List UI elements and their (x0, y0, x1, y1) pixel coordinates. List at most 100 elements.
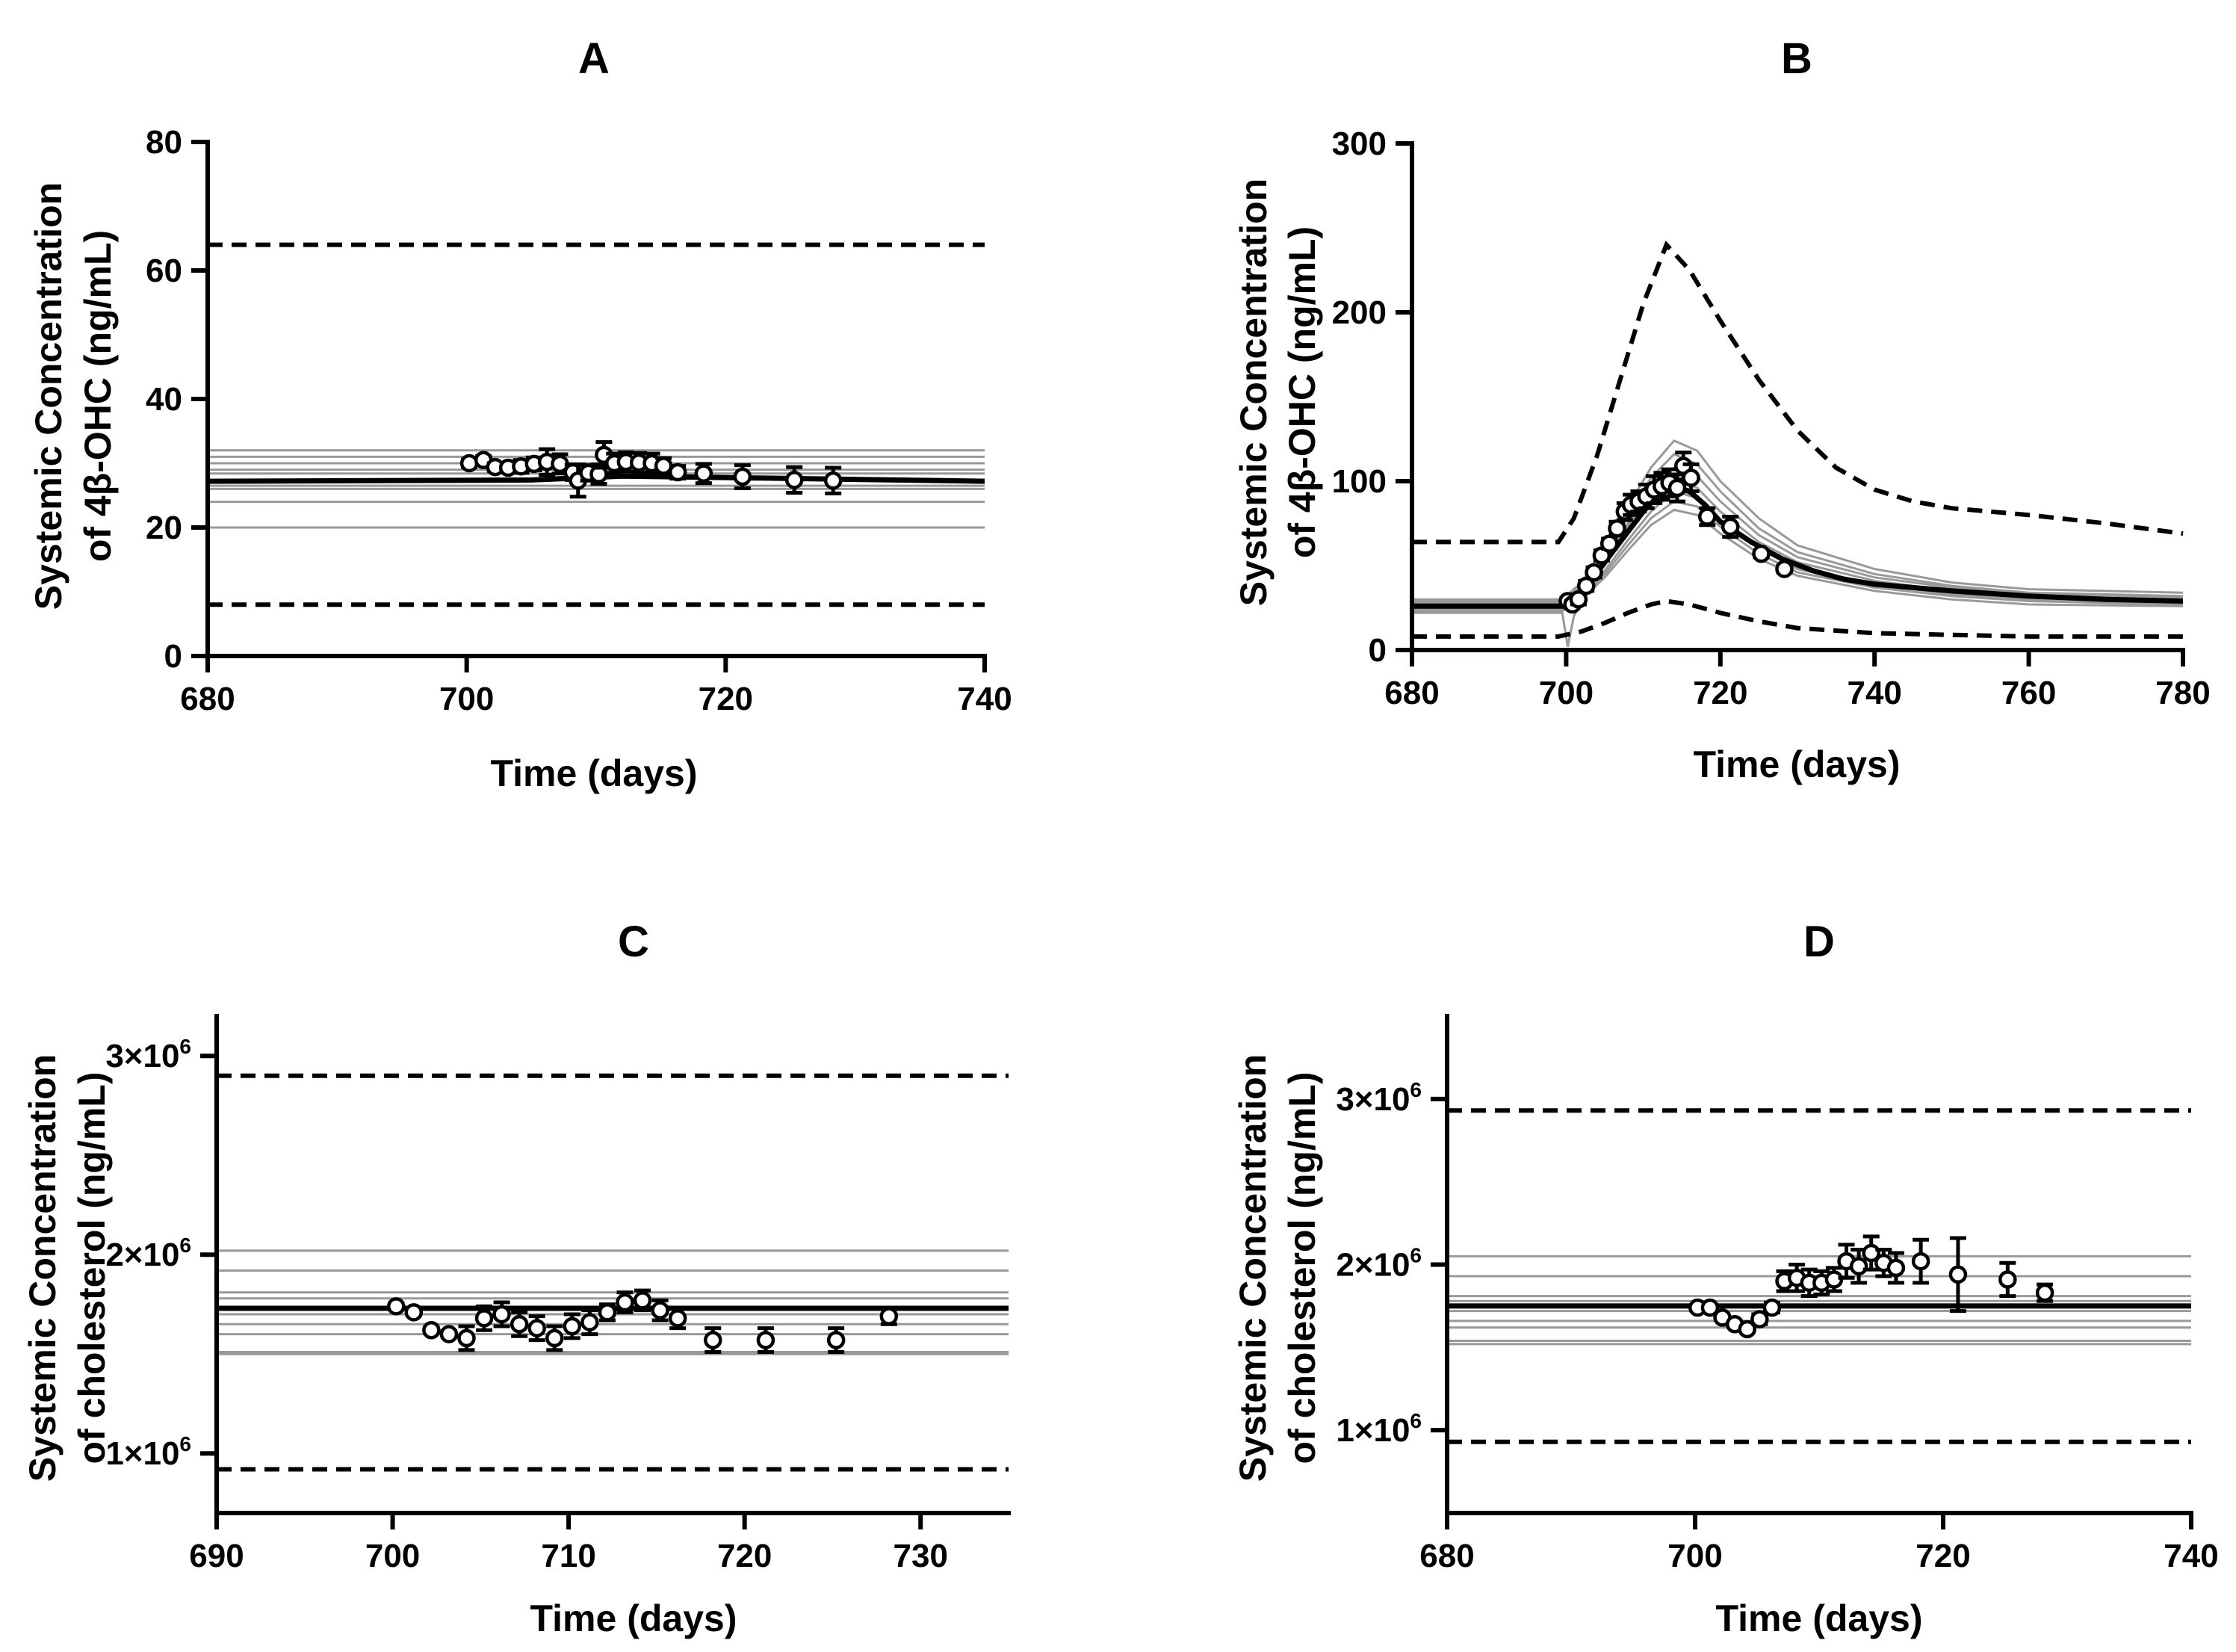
observed-point (668, 463, 687, 482)
y-tick-label: 300 (1332, 126, 1387, 162)
data-marker (1762, 1298, 1782, 1317)
observed-point (545, 1324, 564, 1352)
data-marker (474, 1309, 494, 1328)
data-marker (1752, 544, 1771, 563)
axes: 680 700 720 740 760 780 0 100 200 300 (1332, 126, 2211, 711)
data-marker (1775, 560, 1794, 578)
observed-point (1682, 462, 1700, 494)
observed-point (668, 1306, 687, 1331)
tick-exponent: 6 (1410, 1409, 1422, 1432)
x-tick-label: 700 (1539, 675, 1594, 711)
observed-point (733, 463, 752, 491)
x-tick-label: 720 (717, 1538, 772, 1574)
data-marker (756, 1331, 775, 1349)
observed-point (1599, 534, 1619, 553)
data-marker (704, 1331, 722, 1349)
x-tick-label: 680 (1419, 1538, 1474, 1574)
tick-exponent: 6 (179, 1035, 191, 1058)
observed-point (1762, 1298, 1782, 1317)
y-tick-label: 2×106 (1336, 1244, 1422, 1284)
y-axis-title-line-2: of cholesterol (ng/mL) (1281, 1072, 1323, 1464)
tick-base: 3×10 (105, 1038, 179, 1074)
observed-point (1569, 590, 1588, 609)
observed-point (510, 1310, 529, 1338)
simulated-line (1412, 477, 2184, 606)
observed-points (1688, 1234, 2054, 1339)
observed-point (1911, 1237, 1930, 1285)
observed-point (492, 1300, 511, 1328)
prediction-interval-lines (1447, 1108, 2191, 1444)
data-marker (1700, 1298, 1720, 1317)
x-tick-label: 700 (1667, 1538, 1722, 1574)
observed-points (1558, 451, 1794, 614)
data-marker (580, 1313, 599, 1331)
data-marker (457, 1328, 476, 1348)
observed-point (1775, 560, 1794, 578)
x-tick-label: 730 (894, 1538, 948, 1574)
y-tick-label: 200 (1332, 294, 1387, 331)
x-tick-label: 740 (1847, 675, 1901, 711)
observed-point (879, 1306, 899, 1326)
tick-exponent: 6 (1410, 1078, 1422, 1101)
observed-point (387, 1297, 406, 1316)
data-marker (598, 1303, 617, 1322)
data-marker (2035, 1283, 2054, 1302)
data-marker (1585, 563, 1603, 582)
prediction-interval-lines (1412, 241, 2184, 639)
observed-point (616, 1290, 634, 1314)
observed-point (784, 465, 804, 495)
x-tick-label: 780 (2155, 675, 2210, 711)
data-marker (668, 1309, 687, 1328)
panel-b: B 680 700 720 740 760 780 0 100 200 300 Time (day… (1233, 34, 2211, 785)
simulated-lines (208, 449, 985, 529)
data-marker (1750, 1310, 1769, 1328)
y-axis-title-line-2: of 4β-OHC (ng/mL) (77, 230, 119, 562)
y-tick-label: 80 (146, 124, 182, 161)
y-tick-label: 20 (146, 510, 182, 546)
data-marker (387, 1297, 406, 1316)
observed-points (459, 440, 843, 499)
data-marker (545, 1328, 564, 1348)
x-tick-label: 740 (2164, 1538, 2218, 1574)
x-axis-title: Time (days) (1694, 743, 1901, 785)
data-marker (1667, 478, 1687, 498)
observed-point (704, 1326, 722, 1355)
y-axis-title-line-1: Systemic Concentration (22, 1054, 64, 1482)
simulated-line (1412, 453, 2184, 602)
data-marker (1998, 1270, 2017, 1289)
data-marker (784, 471, 804, 489)
data-marker (633, 1291, 652, 1310)
observed-point (537, 447, 557, 477)
observed-point (1948, 1236, 1968, 1314)
observed-point (2035, 1282, 2054, 1303)
observed-point (633, 1288, 652, 1313)
y-tick-label: 40 (146, 381, 182, 418)
y-tick-label: 2×106 (105, 1234, 191, 1273)
y-tick-label: 0 (164, 638, 182, 675)
data-marker (422, 1321, 441, 1340)
data-marker (1608, 519, 1626, 538)
y-axis-title-line-1: Systemic Concentration (28, 182, 69, 610)
data-marker (1849, 1257, 1868, 1275)
panel-a: A 680 700 720 740 0 20 40 60 80 Time (days) Syst… (28, 34, 1012, 794)
y-axis-title-line-2: of 4β-OHC (ng/mL) (1281, 226, 1323, 558)
lower-percentile-dashed-line (1412, 598, 2183, 639)
x-axis-title: Time (days) (491, 752, 698, 794)
y-axis-title-line-1: Systemic Concentration (1233, 179, 1275, 606)
x-tick-label: 720 (1693, 675, 1747, 711)
observed-point (498, 458, 518, 477)
observed-point (1721, 514, 1740, 539)
observed-point (826, 1326, 846, 1355)
data-marker (1698, 507, 1717, 526)
observed-point (524, 454, 544, 474)
y-tick-label: 3×106 (105, 1035, 191, 1074)
observed-point (439, 1325, 459, 1343)
y-tick-label: 60 (146, 253, 182, 289)
observed-point (457, 1324, 476, 1352)
data-marker (492, 1305, 511, 1324)
data-marker (651, 1301, 669, 1320)
